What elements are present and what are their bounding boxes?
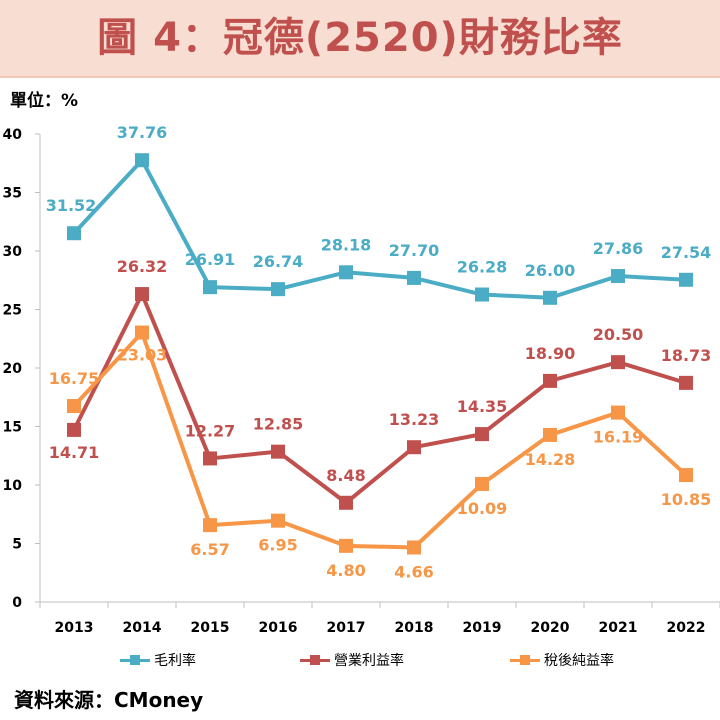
data-label-gross: 37.76 [117,123,168,142]
data-label-operating: 18.90 [525,344,576,363]
data-label-net: 4.66 [394,562,433,581]
chart-title: 圖 4：冠德(2520)財務比率 [97,15,623,61]
y-tick-label: 0 [12,595,22,611]
data-point-net [67,399,81,414]
x-tick-label: 2018 [395,620,434,636]
data-point-gross [407,270,421,285]
data-point-operating [475,427,489,442]
x-tick-label: 2014 [123,620,162,636]
x-tick-label: 2016 [259,620,298,636]
data-label-gross: 31.52 [46,196,97,215]
data-point-operating [679,375,693,390]
y-tick-label: 20 [3,361,23,377]
legend-item-net: 稅後純益率 [510,650,614,670]
x-tick-label: 2015 [191,620,230,636]
y-tick-label: 35 [3,186,22,202]
data-label-net: 6.57 [190,540,229,559]
title-banner: 圖 4：冠德(2520)財務比率 [0,0,720,78]
data-label-net: 16.19 [593,428,644,447]
unit-label: 單位：% [10,91,79,111]
data-label-gross: 26.91 [185,250,236,269]
y-tick-label: 40 [3,127,23,143]
data-label-operating: 18.73 [661,346,712,365]
legend-swatch-operating [300,655,330,665]
data-label-operating: 14.35 [457,397,508,416]
data-label-gross: 27.86 [593,239,644,258]
legend-item-gross: 毛利率 [120,650,196,670]
y-tick-label: 25 [3,303,22,319]
data-label-net: 16.75 [49,369,100,388]
legend-label-operating: 營業利益率 [334,653,404,669]
data-label-operating: 8.48 [326,466,365,485]
data-label-net: 4.80 [326,561,365,580]
data-point-operating [543,373,557,388]
data-point-operating [611,355,625,370]
data-point-net [611,405,625,420]
legend-item-operating: 營業利益率 [300,650,404,670]
data-label-gross: 26.28 [457,258,508,277]
data-point-net [543,427,557,442]
x-tick-label: 2021 [599,620,638,636]
data-label-operating: 12.85 [253,415,304,434]
series-line-operating [72,292,687,505]
data-point-gross [543,290,557,305]
legend-label-gross: 毛利率 [154,653,196,669]
data-label-net: 6.95 [258,536,297,555]
data-label-net: 10.09 [457,499,508,518]
data-point-net [203,518,217,533]
data-label-net: 14.28 [525,450,576,469]
x-tick-label: 2020 [531,620,570,636]
y-tick-label: 15 [3,420,22,436]
data-point-gross [271,282,285,297]
x-tick-label: 2019 [463,620,502,636]
data-label-net: 23.03 [117,346,168,365]
data-point-net [407,540,421,555]
data-point-operating [271,444,285,459]
legend-swatch-net [510,655,540,665]
data-point-gross [475,287,489,302]
data-point-gross [135,153,149,168]
data-point-operating [67,422,81,437]
data-point-operating [135,287,149,302]
data-label-net: 10.85 [661,490,712,509]
data-label-gross: 26.74 [253,252,304,271]
data-point-net [679,468,693,483]
data-point-operating [339,495,353,510]
data-label-gross: 27.70 [389,241,440,260]
data-point-gross [339,265,353,280]
series-line-net [72,330,688,550]
data-label-operating: 20.50 [593,325,644,344]
data-point-gross [611,269,625,284]
data-label-operating: 13.23 [389,410,440,429]
data-point-operating [407,440,421,455]
data-label-gross: 26.00 [525,261,576,280]
x-tick-label: 2013 [55,620,94,636]
y-tick-label: 5 [12,537,22,553]
source-label: 資料來源：CMoney [14,688,204,712]
y-tick-label: 10 [3,478,23,494]
x-tick-label: 2022 [667,620,706,636]
data-label-operating: 12.27 [185,421,236,440]
legend-label-net: 稅後純益率 [544,653,614,669]
data-point-net [475,476,489,491]
data-label-gross: 27.54 [661,243,712,262]
data-label-operating: 14.71 [49,443,100,462]
data-label-operating: 26.32 [117,257,168,276]
series-line-gross [72,158,687,300]
data-point-gross [67,226,81,241]
data-point-gross [203,280,217,295]
x-tick-label: 2017 [327,620,366,636]
data-point-gross [679,272,693,287]
y-tick-label: 30 [3,244,23,260]
data-point-net [135,325,149,340]
data-point-net [271,513,285,528]
legend-swatch-gross [120,655,150,665]
data-label-gross: 28.18 [321,235,372,254]
data-point-net [339,538,353,553]
data-point-operating [203,451,217,466]
